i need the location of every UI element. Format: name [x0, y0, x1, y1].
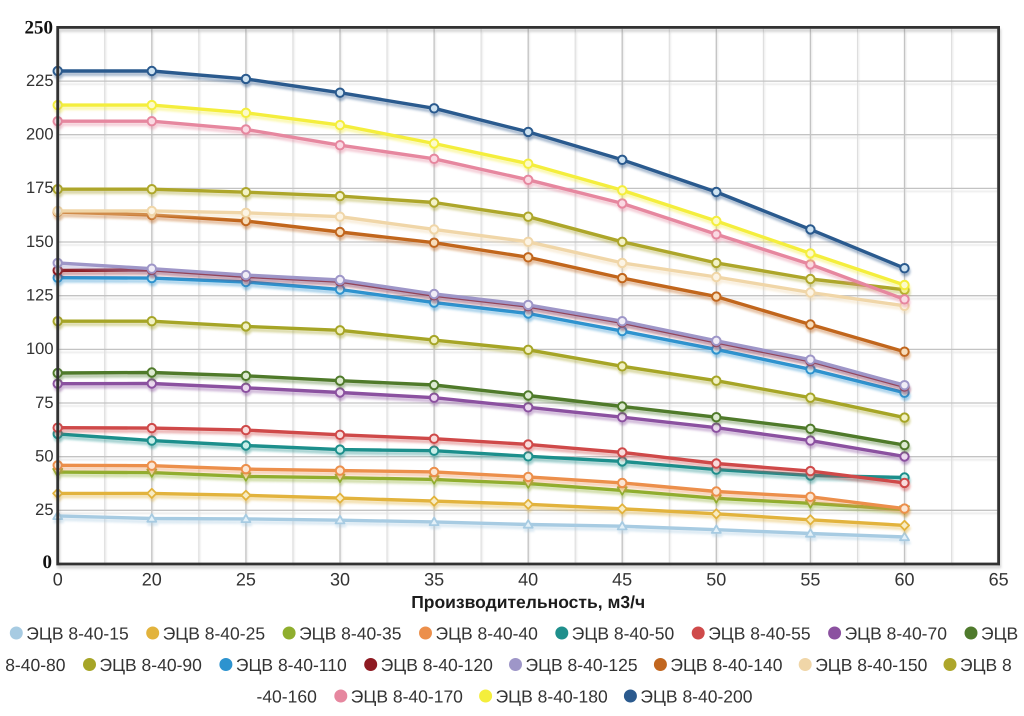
svg-text:ЭЦВ 8-40-125: ЭЦВ 8-40-125 — [526, 655, 638, 675]
svg-text:ЭЦВ 8-40-90: ЭЦВ 8-40-90 — [100, 655, 203, 675]
svg-text:ЭЦВ 8: ЭЦВ 8 — [960, 655, 1012, 675]
svg-text:225: 225 — [26, 72, 54, 90]
svg-text:35: 35 — [424, 570, 444, 590]
svg-text:ЭЦВ 8-40-120: ЭЦВ 8-40-120 — [381, 655, 493, 675]
svg-text:ЭЦВ 8-40-170: ЭЦВ 8-40-170 — [351, 687, 463, 707]
svg-text:125: 125 — [26, 287, 54, 305]
svg-text:0: 0 — [53, 570, 63, 590]
svg-text:50: 50 — [35, 448, 53, 466]
svg-text:55: 55 — [800, 570, 820, 590]
svg-text:ЭЦВ: ЭЦВ — [981, 624, 1018, 644]
svg-text:ЭЦВ 8-40-140: ЭЦВ 8-40-140 — [670, 655, 782, 675]
svg-text:ЭЦВ 8-40-180: ЭЦВ 8-40-180 — [496, 687, 608, 707]
svg-text:100: 100 — [26, 340, 54, 358]
svg-text:40: 40 — [518, 570, 538, 590]
svg-text:200: 200 — [26, 126, 54, 144]
svg-text:50: 50 — [706, 570, 726, 590]
svg-text:150: 150 — [26, 233, 54, 251]
svg-text:ЭЦВ 8-40-200: ЭЦВ 8-40-200 — [640, 687, 752, 707]
svg-text:ЭЦВ 8-40-15: ЭЦВ 8-40-15 — [26, 624, 128, 644]
svg-text:ЭЦВ 8-40-35: ЭЦВ 8-40-35 — [299, 624, 401, 644]
svg-text:-40-160: -40-160 — [257, 687, 318, 707]
svg-text:25: 25 — [236, 570, 256, 590]
svg-text:25: 25 — [35, 501, 53, 519]
svg-text:ЭЦВ 8-40-110: ЭЦВ 8-40-110 — [236, 655, 347, 675]
svg-text:ЭЦВ 8-40-70: ЭЦВ 8-40-70 — [845, 624, 948, 644]
svg-text:250: 250 — [25, 17, 54, 38]
svg-text:0: 0 — [43, 552, 53, 573]
svg-text:30: 30 — [330, 570, 350, 590]
svg-text:Производительность, м3/ч: Производительность, м3/ч — [411, 592, 645, 612]
svg-text:ЭЦВ 8-40-50: ЭЦВ 8-40-50 — [572, 624, 675, 644]
svg-text:8-40-80: 8-40-80 — [5, 655, 66, 675]
svg-text:ЭЦВ 8-40-40: ЭЦВ 8-40-40 — [436, 624, 539, 644]
svg-text:20: 20 — [142, 570, 162, 590]
svg-text:65: 65 — [989, 570, 1009, 590]
svg-text:ЭЦВ 8-40-150: ЭЦВ 8-40-150 — [815, 655, 927, 675]
svg-text:ЭЦВ 8-40-25: ЭЦВ 8-40-25 — [163, 624, 265, 644]
svg-text:75: 75 — [35, 394, 53, 412]
svg-text:60: 60 — [894, 570, 914, 590]
svg-text:45: 45 — [612, 570, 632, 590]
svg-text:175: 175 — [26, 179, 54, 197]
svg-text:ЭЦВ 8-40-55: ЭЦВ 8-40-55 — [708, 624, 810, 644]
